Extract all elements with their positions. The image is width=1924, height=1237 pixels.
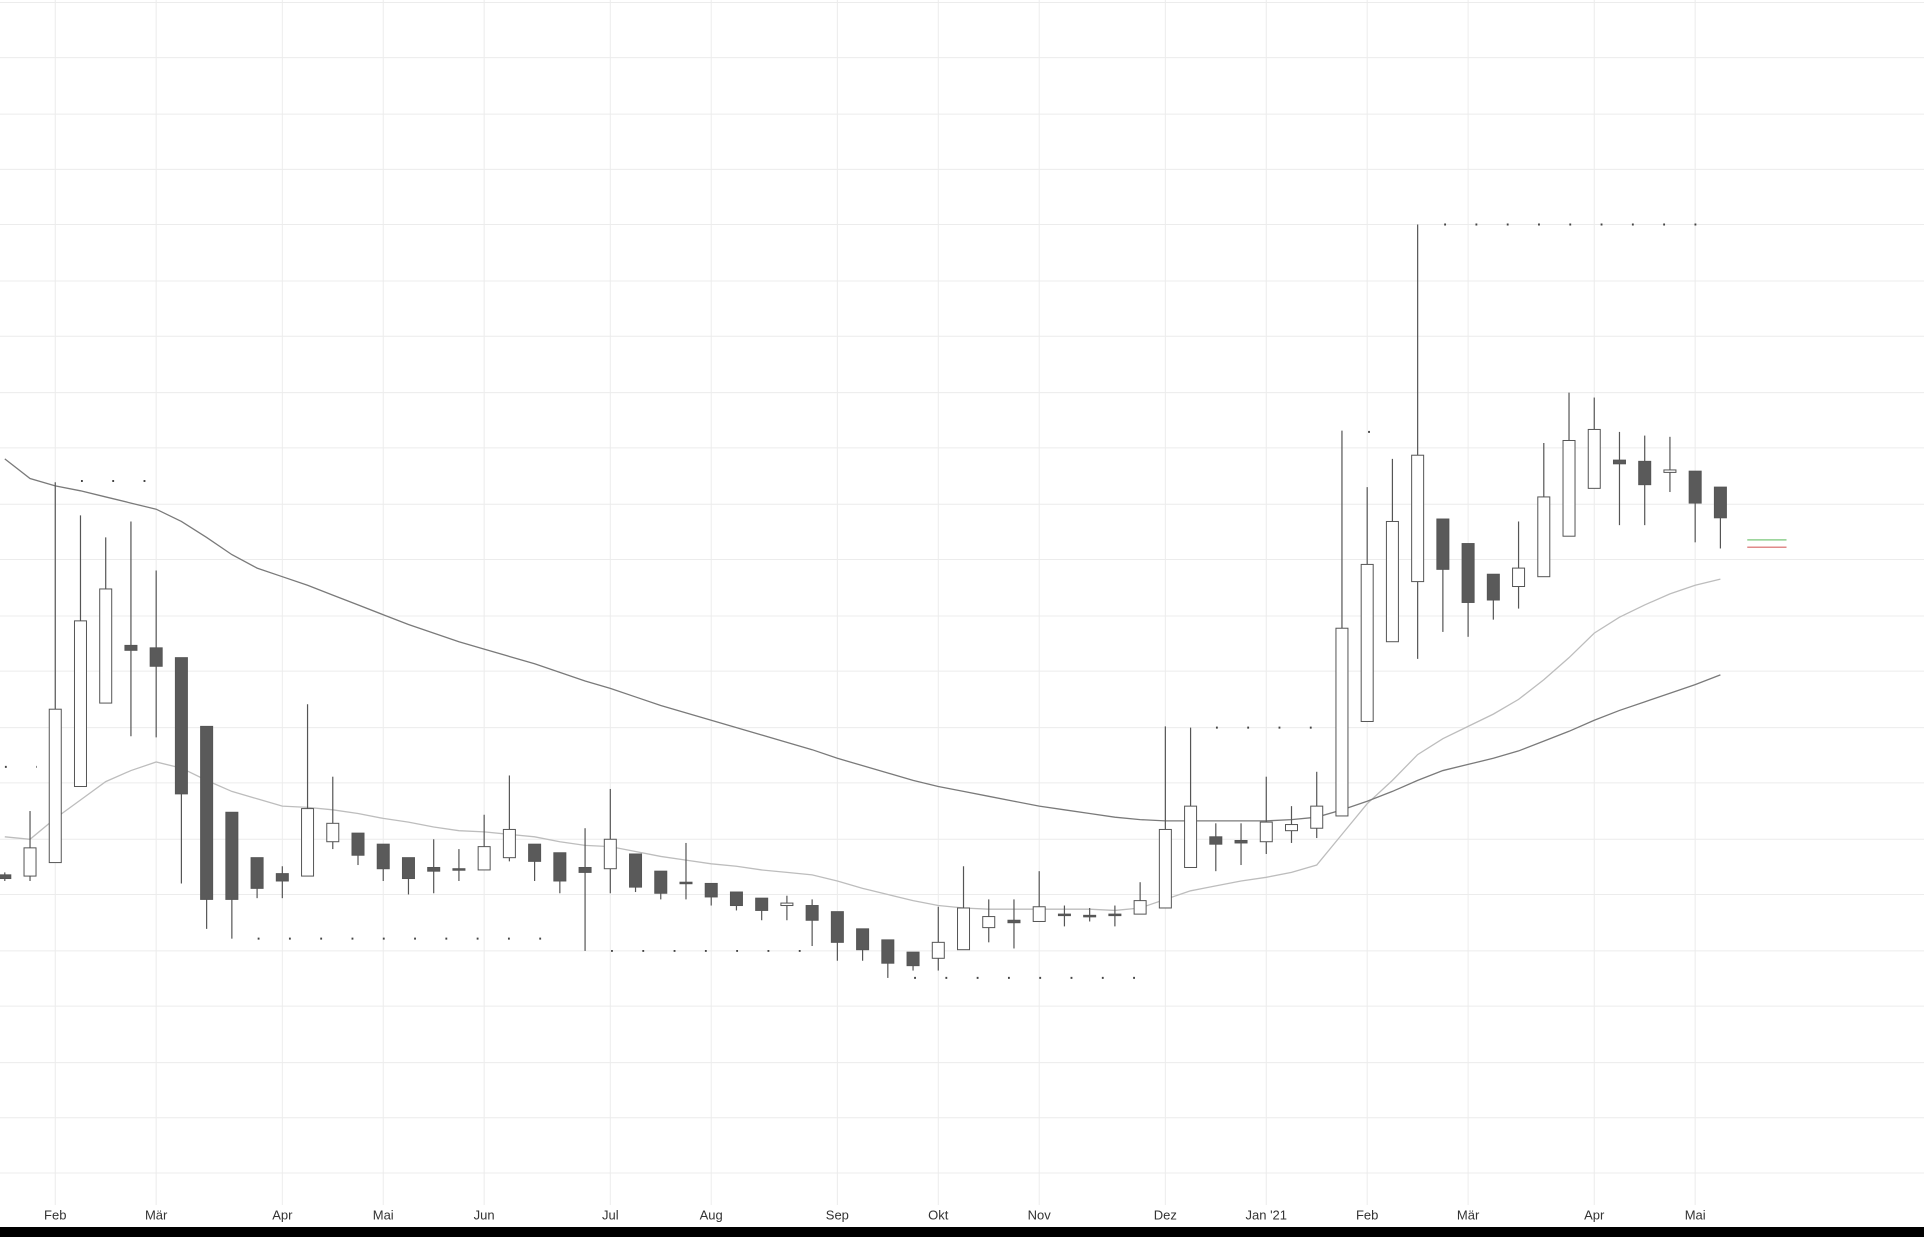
x-tick-label: Mär: [1457, 1207, 1480, 1222]
candle-body: [830, 911, 844, 943]
candle-body: [881, 939, 895, 964]
candle-body: [351, 832, 365, 856]
marks: [0, 224, 1727, 978]
x-tick-label: Apr: [272, 1207, 293, 1222]
candle-body: [578, 866, 592, 873]
candle-body: [1360, 563, 1374, 722]
candle-body: [1562, 439, 1576, 537]
candle-body: [755, 897, 769, 911]
x-tick-label: Feb: [44, 1207, 66, 1222]
candle-body: [654, 870, 668, 894]
candle-body: [1310, 805, 1324, 829]
x-tick-label: Okt: [928, 1207, 949, 1222]
candle-body: [704, 882, 718, 898]
candle-body: [1158, 828, 1172, 909]
candle-body: [1083, 914, 1097, 918]
candle-body: [679, 881, 693, 885]
candle-body: [1032, 906, 1046, 922]
candle-body: [1057, 913, 1071, 917]
x-tick-label: Mär: [145, 1207, 168, 1222]
candle-body: [1512, 567, 1526, 588]
candle-body: [275, 873, 289, 882]
candle-body: [1007, 919, 1021, 924]
candle-body: [48, 708, 62, 864]
x-tick-label: Aug: [700, 1207, 723, 1222]
candle-body: [99, 588, 113, 704]
candle-body: [301, 808, 315, 877]
candle-body: [1461, 543, 1475, 603]
candle-body: [149, 647, 163, 667]
candle-body: [1612, 459, 1626, 465]
candle-body: [174, 657, 188, 795]
candle-body: [906, 951, 920, 967]
candle-body: [477, 846, 491, 871]
candle-body: [1234, 839, 1248, 844]
candle-body: [200, 725, 214, 900]
candle-body: [629, 853, 643, 888]
support-resistance-dots: [4, 223, 1787, 979]
candle-body: [1436, 518, 1450, 570]
candle-body: [780, 902, 794, 907]
x-tick-label: Jan '21: [1246, 1207, 1288, 1222]
candle-body: [1688, 470, 1702, 504]
moving-average-line: [4, 458, 1721, 822]
candle-body: [805, 905, 819, 921]
candle-body: [931, 941, 945, 959]
candle-body: [1284, 824, 1298, 832]
candle-body: [1335, 627, 1349, 817]
x-tick-label: Jun: [474, 1207, 495, 1222]
candle-body: [376, 843, 390, 870]
candle-body: [528, 843, 542, 862]
bottom-bar: [0, 1227, 1924, 1237]
candle-body: [1663, 469, 1677, 473]
candle-body: [250, 857, 264, 889]
candle-body: [1411, 454, 1425, 583]
x-tick-label: Feb: [1356, 1207, 1378, 1222]
x-tick-label: Mai: [373, 1207, 394, 1222]
candle-body: [326, 822, 340, 843]
candle-body: [1385, 520, 1399, 643]
candle-body: [1587, 428, 1601, 489]
x-tick-label: Jul: [602, 1207, 619, 1222]
candle-body: [957, 907, 971, 951]
candle-body: [982, 916, 996, 929]
candle-body: [1108, 913, 1122, 917]
x-tick-label: Apr: [1584, 1207, 1605, 1222]
moving-average-line: [4, 578, 1721, 912]
candle-body: [1713, 486, 1727, 519]
candle-body: [729, 891, 743, 907]
candle-body: [856, 928, 870, 951]
candle-body: [225, 811, 239, 900]
candle-body: [1259, 821, 1273, 843]
candle-body: [1184, 805, 1198, 868]
x-tick-label: Dez: [1154, 1207, 1177, 1222]
candle-body: [427, 866, 441, 872]
x-tick-label: Sep: [826, 1207, 849, 1222]
candle-body: [1133, 900, 1147, 915]
candle-body: [23, 847, 37, 877]
x-tick-label: Nov: [1028, 1207, 1052, 1222]
candle-body: [124, 644, 138, 651]
candle-body: [452, 868, 466, 871]
candle-body: [1638, 460, 1652, 486]
grid: [0, 0, 1924, 1205]
candle-body: [1537, 496, 1551, 578]
candle-body: [1486, 573, 1500, 601]
candle-body: [603, 838, 617, 870]
candle-body: [553, 852, 567, 882]
candle-body: [1209, 836, 1223, 845]
candle-body: [502, 828, 516, 859]
candle-body: [0, 874, 12, 880]
candle-body: [401, 857, 415, 880]
x-tick-label: Mai: [1685, 1207, 1706, 1222]
candle-body: [73, 620, 87, 788]
